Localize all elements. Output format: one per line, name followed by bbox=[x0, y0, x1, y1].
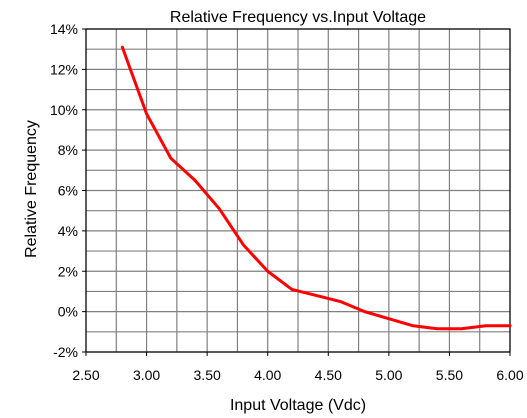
y-axis: -2% 0% 2% 4% 6% 8% 10% 12% 14% bbox=[50, 21, 86, 360]
data-point bbox=[460, 327, 463, 330]
x-tick-label: 3.50 bbox=[194, 367, 221, 383]
x-axis: 2.50 3.00 3.50 4.00 4.50 5.00 5.50 6.00 bbox=[72, 352, 524, 383]
x-tick-label: 2.50 bbox=[72, 367, 99, 383]
y-tick-label: 12% bbox=[50, 61, 78, 77]
data-point bbox=[266, 270, 269, 273]
x-axis-label: Input Voltage (Vdc) bbox=[230, 397, 366, 414]
data-point bbox=[508, 324, 512, 327]
x-tick-label: 5.00 bbox=[375, 367, 402, 383]
y-tick-label: 14% bbox=[50, 21, 78, 37]
y-tick-label: 10% bbox=[50, 102, 78, 118]
chart-title: Relative Frequency vs.Input Voltage bbox=[170, 9, 426, 26]
y-tick-label: -2% bbox=[53, 344, 78, 360]
y-tick-label: 8% bbox=[58, 142, 78, 158]
data-point bbox=[121, 45, 124, 49]
data-point bbox=[484, 324, 487, 327]
x-tick-label: 3.00 bbox=[133, 367, 160, 383]
data-point bbox=[363, 310, 366, 313]
y-tick-label: 6% bbox=[58, 183, 78, 199]
data-point bbox=[314, 294, 318, 297]
data-point bbox=[387, 317, 391, 320]
data-point bbox=[436, 327, 439, 330]
y-tick-label: 2% bbox=[58, 263, 78, 279]
x-tick-label: 6.00 bbox=[496, 367, 523, 383]
data-point bbox=[169, 157, 172, 160]
data-point bbox=[193, 179, 197, 182]
grid bbox=[85, 28, 511, 353]
y-tick-label: 0% bbox=[58, 304, 78, 320]
series-layer bbox=[120, 45, 512, 331]
y-axis-label: Relative Frequency bbox=[23, 120, 40, 258]
x-tick-label: 5.50 bbox=[436, 367, 463, 383]
y-tick-label: 4% bbox=[58, 223, 78, 239]
x-tick-label: 4.50 bbox=[315, 367, 342, 383]
data-point bbox=[145, 112, 148, 115]
data-point bbox=[218, 207, 221, 210]
x-tick-label: 4.00 bbox=[254, 367, 281, 383]
data-point bbox=[339, 300, 342, 303]
data-point bbox=[242, 243, 245, 247]
data-point bbox=[411, 324, 415, 327]
data-point bbox=[290, 288, 294, 291]
